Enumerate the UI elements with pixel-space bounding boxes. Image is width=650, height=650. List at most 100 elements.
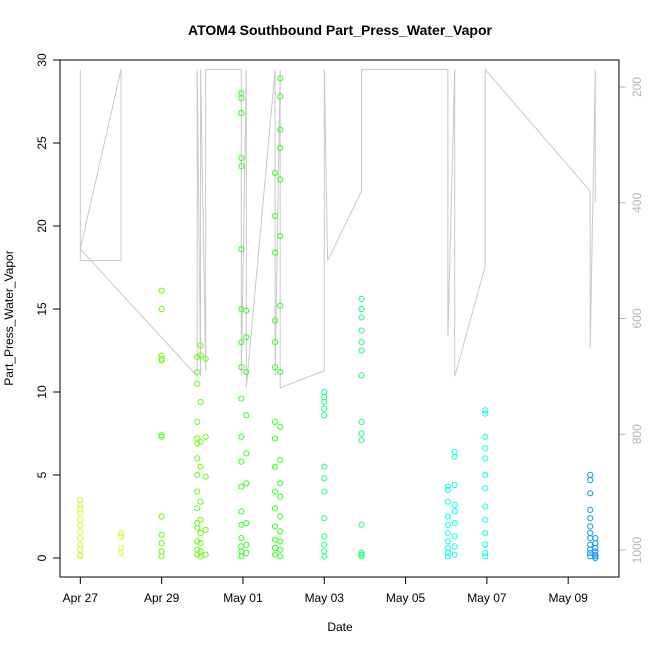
data-point	[194, 505, 201, 512]
data-point	[444, 538, 451, 545]
y-tick-label: 20	[35, 219, 49, 233]
secondary-tick-label: 600	[630, 308, 644, 328]
data-point	[194, 418, 201, 425]
data-point	[202, 355, 209, 362]
data-point	[272, 364, 279, 371]
data-point	[587, 471, 594, 479]
data-point	[272, 435, 279, 442]
data-point	[482, 549, 489, 557]
data-point	[238, 535, 245, 542]
data-point	[587, 523, 594, 530]
data-point	[272, 505, 279, 512]
data-point	[358, 418, 365, 425]
data-point	[277, 232, 284, 240]
data-point	[194, 380, 201, 387]
data-point	[321, 388, 328, 396]
data-point	[277, 528, 284, 535]
data-point	[238, 90, 245, 97]
chart-title: ATOM4 Southbound Part_Press_Water_Vapor	[188, 22, 492, 38]
data-point	[277, 480, 284, 487]
data-point	[277, 513, 284, 520]
data-point	[358, 339, 365, 346]
data-point	[482, 553, 489, 560]
data-point	[238, 364, 245, 371]
data-point	[444, 544, 451, 552]
data-point	[272, 418, 279, 425]
data-point	[117, 533, 125, 540]
data-point	[587, 535, 594, 542]
data-point	[243, 549, 250, 557]
data-point	[272, 463, 279, 470]
data-point	[238, 521, 245, 528]
data-point	[194, 488, 201, 495]
data-point	[158, 540, 165, 547]
data-point	[77, 546, 84, 553]
data-point	[117, 530, 125, 537]
data-point	[358, 437, 365, 444]
data-point	[272, 169, 279, 176]
data-point	[158, 305, 165, 313]
data-point	[272, 523, 279, 530]
data-point	[202, 433, 209, 440]
data-point	[321, 475, 328, 482]
data-point	[272, 212, 279, 220]
data-point	[358, 551, 365, 558]
data-point	[197, 540, 204, 547]
data-point	[358, 372, 365, 379]
data-point	[243, 307, 250, 314]
data-point	[194, 538, 201, 545]
data-point	[277, 126, 284, 133]
data-point	[77, 521, 84, 528]
secondary-tick-label: 200	[630, 77, 644, 97]
data-point	[272, 544, 279, 552]
y-tick-label: 5	[35, 471, 49, 478]
data-point	[451, 533, 458, 540]
data-point	[77, 535, 84, 542]
data-point	[77, 516, 84, 523]
data-point	[197, 516, 204, 523]
data-point	[243, 450, 250, 457]
data-point	[277, 369, 284, 376]
data-point	[194, 525, 201, 532]
data-point	[444, 553, 451, 560]
data-point	[277, 302, 284, 309]
data-point	[444, 549, 451, 557]
data-point	[243, 480, 250, 487]
data-point	[238, 433, 245, 440]
data-point	[238, 154, 245, 161]
data-point	[587, 476, 594, 484]
data-point	[587, 490, 594, 497]
data-point	[358, 314, 365, 321]
data-point	[197, 498, 204, 505]
data-point	[243, 520, 250, 527]
data-point	[158, 531, 165, 538]
data-point	[587, 546, 594, 553]
data-point	[158, 287, 165, 294]
data-point	[117, 549, 125, 557]
data-point	[451, 508, 458, 515]
data-point	[77, 505, 84, 512]
data-point	[272, 339, 279, 346]
data-point	[238, 339, 245, 346]
data-point	[482, 503, 489, 510]
data-point	[197, 398, 204, 406]
data-point	[197, 438, 204, 445]
gray-trace-line	[79, 68, 596, 389]
data-point	[117, 544, 125, 552]
data-point	[321, 515, 328, 522]
data-point	[451, 481, 458, 489]
data-point	[197, 342, 204, 349]
x-axis-label: Date	[327, 620, 353, 634]
data-point	[194, 546, 201, 553]
y-tick-label: 25	[35, 136, 49, 150]
data-point	[194, 369, 201, 376]
data-point	[158, 355, 165, 362]
x-tick-label: May 09	[549, 591, 589, 605]
data-point	[482, 541, 489, 548]
x-tick-label: May 03	[305, 591, 345, 605]
y-tick-label: 10	[35, 385, 49, 399]
data-point	[197, 463, 204, 470]
data-point	[194, 520, 201, 527]
data-point	[272, 551, 279, 558]
data-point	[277, 75, 284, 82]
